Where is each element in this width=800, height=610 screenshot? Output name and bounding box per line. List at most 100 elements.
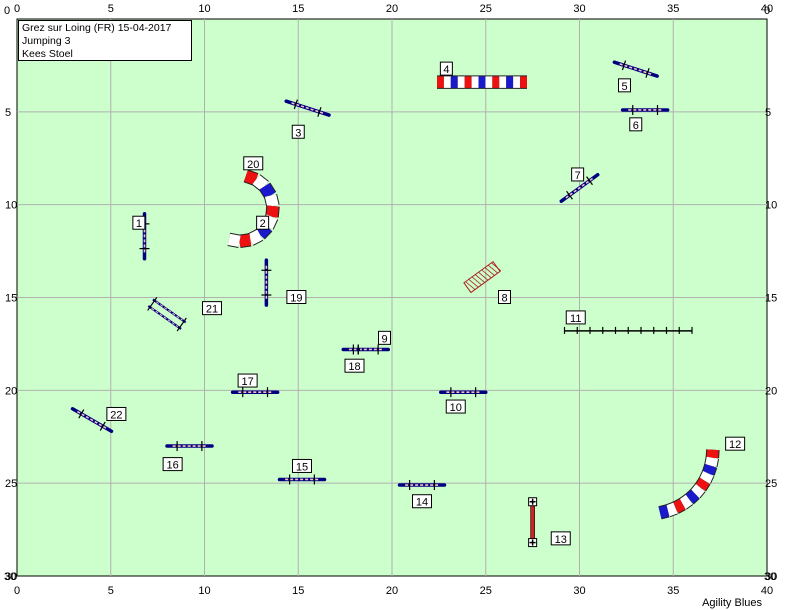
obstacle-number: 21 xyxy=(206,304,218,316)
brand-label: Agility Blues xyxy=(702,597,762,609)
tunnel-segment xyxy=(264,194,279,208)
obstacle-number: 10 xyxy=(450,402,462,414)
jump-pole xyxy=(619,63,653,76)
y-tick-label: 10 xyxy=(765,200,777,212)
tunnel-segment xyxy=(266,205,279,218)
obstacle-number: 1 xyxy=(136,218,142,230)
obstacle-number-box xyxy=(412,494,432,509)
x-tick-label: 30 xyxy=(573,3,585,15)
jump-obstacle xyxy=(230,387,280,398)
tunnel-segment xyxy=(243,170,259,185)
x-tick-label: 10 xyxy=(198,3,210,15)
jump-pole xyxy=(291,102,324,115)
double-jump-wing xyxy=(147,296,158,311)
double-jump-wing xyxy=(176,317,187,332)
obstacle-number: 12 xyxy=(729,439,741,451)
obstacle-number-box xyxy=(237,373,258,388)
obstacle-number: 4 xyxy=(443,64,449,76)
tunnels xyxy=(227,75,720,520)
x-tick-label: 0 xyxy=(14,3,20,15)
course-class: Jumping 3 xyxy=(22,35,71,47)
jump-wing xyxy=(78,409,85,419)
x-tick-label: 15 xyxy=(292,585,304,597)
y-tick-label: 20 xyxy=(765,385,777,397)
obstacle-number-box xyxy=(132,215,146,230)
tunnel-segment xyxy=(702,464,717,476)
y-tick-label: 0 xyxy=(4,5,10,17)
tunnel-segment xyxy=(227,233,241,248)
tunnel-segment xyxy=(679,494,693,509)
y-tick-label: 30 xyxy=(765,571,777,583)
obstacle-number: 6 xyxy=(633,120,639,132)
x-tick-label: 25 xyxy=(480,585,492,597)
jump-obstacle xyxy=(397,480,447,491)
tire-hatch xyxy=(481,269,492,279)
obstacle-number-box xyxy=(344,358,365,373)
x-tick-label: 20 xyxy=(386,585,398,597)
jump-obstacle xyxy=(439,387,488,398)
jump-obstacle xyxy=(620,104,670,115)
jump-wing xyxy=(99,421,106,431)
tunnel-segment xyxy=(690,483,705,498)
jump-pole xyxy=(76,410,108,430)
obstacle-number-box xyxy=(378,330,391,345)
double-jump-pole xyxy=(155,301,183,321)
tire-hatch xyxy=(487,264,498,274)
obstacle-number-box xyxy=(498,290,511,304)
tire-obstacle xyxy=(463,260,502,294)
x-tick-label: 30 xyxy=(573,585,585,597)
obstacle-number-box xyxy=(162,457,183,472)
course-judge: Kees Stoel xyxy=(22,48,73,60)
obstacle-number-box xyxy=(550,531,571,546)
obstacle-number-box xyxy=(439,61,453,76)
tunnel-segment xyxy=(238,234,252,248)
y-tick-label: 30 xyxy=(764,571,776,583)
obstacle-number-box xyxy=(243,156,264,171)
obstacle-number-box xyxy=(565,310,586,325)
tunnel-segment xyxy=(672,499,686,514)
obstacle-number: 17 xyxy=(242,376,254,388)
jump-obstacle xyxy=(559,172,600,203)
tunnel-segment xyxy=(705,456,719,467)
obstacle-number: 16 xyxy=(167,460,179,472)
tunnel-segment xyxy=(247,229,263,245)
x-tick-label: 40 xyxy=(761,585,773,597)
tire-hatch xyxy=(484,267,495,276)
double-jump-obstacle xyxy=(147,296,187,332)
obstacle-number-box xyxy=(202,301,222,316)
tire-hatch xyxy=(491,262,502,272)
obstacle-number: 20 xyxy=(247,159,259,171)
x-tick-label: 5 xyxy=(108,585,114,597)
obstacle-number: 15 xyxy=(296,461,308,473)
obstacle-number-box xyxy=(629,117,643,132)
course-location-date: Grez sur Loing (FR) 15-04-2017 xyxy=(22,22,172,34)
jump-obstacle xyxy=(165,441,214,452)
obstacle-number-box xyxy=(445,399,466,414)
obstacle-number: 18 xyxy=(348,361,360,373)
curved-tunnel-12 xyxy=(658,449,720,520)
obstacle-number: 14 xyxy=(416,497,428,509)
grid-lines xyxy=(17,19,767,576)
obstacle-number: 13 xyxy=(555,534,567,546)
obstacle-number: 7 xyxy=(575,170,581,182)
wall-body xyxy=(530,501,535,543)
obstacle-number-box xyxy=(292,458,312,473)
obstacle-number: 8 xyxy=(501,293,507,305)
double-jump-pole xyxy=(151,307,179,328)
tunnel-segment xyxy=(685,489,700,504)
jump-wing xyxy=(317,107,322,117)
long-jump-obstacle xyxy=(563,326,693,334)
obstacle-number: 9 xyxy=(381,333,387,345)
course-info-box: Grez sur Loing (FR) 15-04-2017 Jumping 3… xyxy=(18,20,192,61)
obstacle-number: 19 xyxy=(290,293,302,305)
tunnel-segment xyxy=(665,502,678,517)
jump-wing xyxy=(293,99,298,110)
y-tick-label: 30 xyxy=(4,571,16,583)
x-tick-label: 20 xyxy=(386,3,398,15)
y-tick-label: 10 xyxy=(5,200,17,212)
x-tick-label: 40 xyxy=(761,3,773,15)
jump-wing xyxy=(566,190,573,200)
tire-hatch xyxy=(465,281,476,290)
